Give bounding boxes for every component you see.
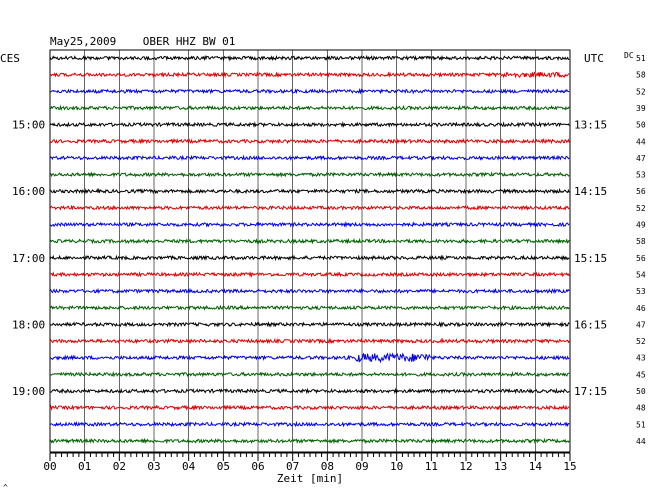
dc-value: 52 — [636, 87, 646, 96]
seismic-trace — [49, 104, 570, 112]
dc-value: 56 — [636, 187, 646, 196]
seismic-trace — [49, 138, 570, 145]
dc-value: 51 — [636, 420, 646, 429]
right-time-label: 14:15 — [574, 185, 607, 198]
x-tick-label: 03 — [147, 460, 160, 473]
seismic-trace — [49, 121, 570, 129]
dc-value: 58 — [636, 71, 646, 80]
chart-title: May25,2009 OBER HHZ BW 01 — [50, 35, 235, 48]
seismic-trace — [49, 287, 570, 295]
x-tick-label: 07 — [286, 460, 299, 473]
right-time-label: 15:15 — [574, 252, 607, 265]
dc-value: 43 — [636, 354, 646, 363]
x-tick-label: 11 — [425, 460, 438, 473]
seismic-trace — [49, 154, 570, 162]
seismic-trace — [49, 321, 570, 328]
dc-value: 47 — [636, 320, 646, 329]
x-tick-label: 00 — [43, 460, 56, 473]
dc-value: 45 — [636, 370, 646, 379]
dc-value: 51 — [636, 54, 646, 63]
left-timezone-label: CES — [0, 52, 20, 65]
x-tick-label: 15 — [563, 460, 576, 473]
x-tick-label: 09 — [355, 460, 368, 473]
x-tick-label: 06 — [251, 460, 264, 473]
trace-group: 51 58 52 39 50 44 47 53 56 52 49 58 56 54 53 46 47 52 43 45… — [12, 54, 646, 446]
dc-value: 48 — [636, 404, 646, 413]
dc-value: 56 — [636, 254, 646, 263]
seismic-trace — [49, 254, 570, 262]
dc-value: 47 — [636, 154, 646, 163]
dc-value: 53 — [636, 171, 646, 180]
seismic-trace — [49, 337, 570, 345]
x-tick-label: 04 — [182, 460, 196, 473]
seismic-trace — [49, 71, 570, 79]
x-axis-label: Zeit [min] — [277, 472, 343, 485]
seismic-trace — [49, 437, 570, 445]
seismic-trace — [49, 221, 570, 229]
left-time-label: 17:00 — [12, 252, 45, 265]
x-tick-label: 10 — [390, 460, 403, 473]
x-tick-label: 02 — [113, 460, 126, 473]
seismic-trace — [49, 54, 570, 62]
right-time-label: 16:15 — [574, 318, 607, 331]
seismic-trace — [49, 404, 570, 412]
seismic-trace — [49, 87, 570, 95]
x-tick-label: 12 — [459, 460, 472, 473]
seismic-trace — [49, 370, 570, 378]
seismic-trace — [49, 270, 570, 278]
seismic-trace — [49, 352, 570, 364]
x-tick-label: 08 — [321, 460, 334, 473]
dc-value: 39 — [636, 104, 646, 113]
left-time-label: 16:00 — [12, 185, 45, 198]
dc-value: 50 — [636, 387, 646, 396]
plot-frame — [49, 49, 571, 453]
dc-value: 54 — [636, 270, 646, 279]
left-time-label: 19:00 — [12, 385, 45, 398]
dc-value: 58 — [636, 237, 646, 246]
seismic-trace — [49, 420, 570, 428]
dc-value: 53 — [636, 287, 646, 296]
x-tick-label: 05 — [217, 460, 230, 473]
dc-value: 50 — [636, 121, 646, 130]
dc-value: 49 — [636, 221, 646, 230]
right-time-label: 13:15 — [574, 119, 607, 132]
seismic-trace — [49, 187, 570, 195]
corner-mark: ^ — [3, 483, 8, 492]
x-tick-label: 14 — [529, 460, 543, 473]
left-time-label: 15:00 — [12, 119, 45, 132]
dc-value: 44 — [636, 437, 646, 446]
dc-value: 46 — [636, 304, 646, 313]
x-axis: 00 01 02 03 04 05 06 07 08 09 10 11 12 13 14 15 — [43, 452, 577, 473]
seismic-trace — [49, 387, 570, 395]
x-tick-label: 13 — [494, 460, 507, 473]
seismic-trace — [49, 237, 570, 245]
right-time-label: 17:15 — [574, 385, 607, 398]
chart-grid — [49, 49, 571, 453]
dc-label: DC — [624, 51, 634, 60]
left-time-label: 18:00 — [12, 318, 45, 331]
x-tick-label: 01 — [78, 460, 91, 473]
seismic-trace — [49, 304, 570, 311]
dc-value: 44 — [636, 137, 646, 146]
seismic-trace — [49, 204, 570, 212]
seismic-trace — [49, 171, 570, 178]
dc-value: 52 — [636, 337, 646, 346]
right-timezone-label: UTC — [584, 52, 604, 65]
dc-value: 52 — [636, 204, 646, 213]
